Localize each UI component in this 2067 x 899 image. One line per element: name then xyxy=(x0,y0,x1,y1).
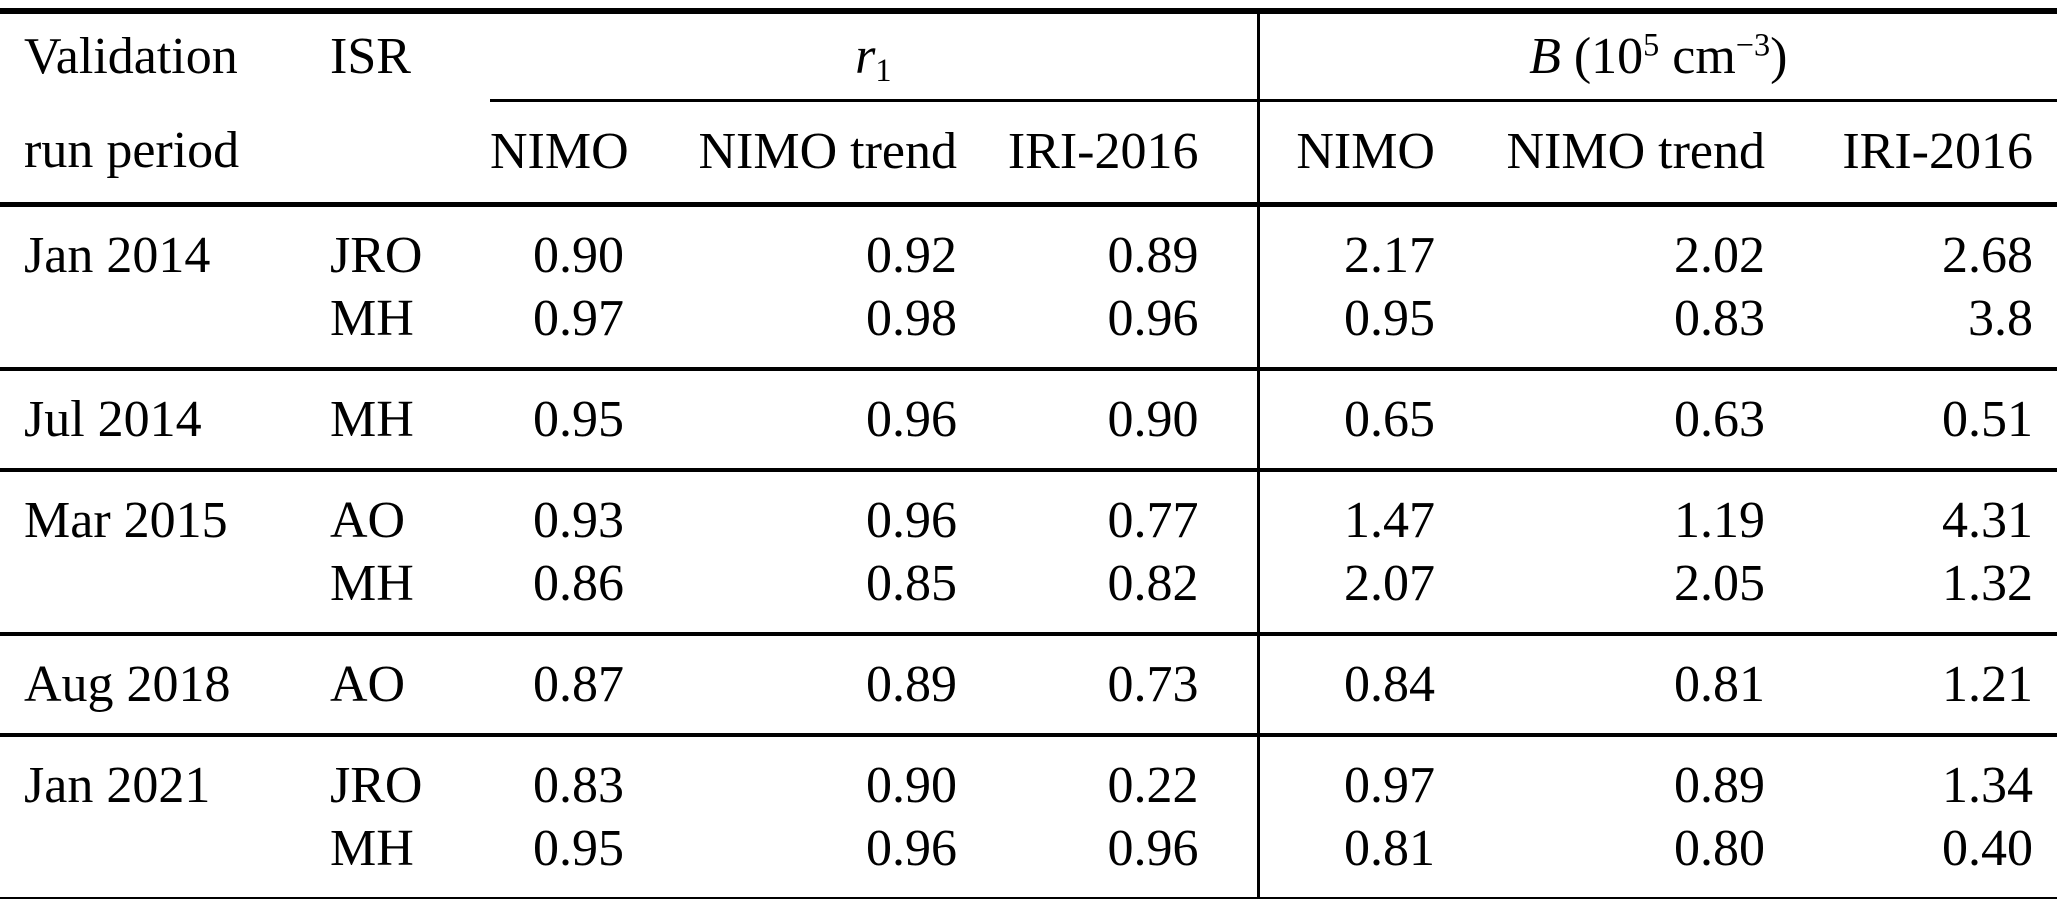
table-row: Aug 2018 AO 0.87 0.89 0.73 0.84 0.81 1.21 xyxy=(0,634,2057,737)
b-nimo-trend-cell: 0.81 xyxy=(1445,634,1775,737)
run-period-cell xyxy=(0,817,330,899)
b-nimo-cell: 1.47 xyxy=(1256,470,1445,552)
b-nimo-trend-cell: 0.89 xyxy=(1674,756,1765,814)
r1-nimo-cell: 0.97 xyxy=(490,287,640,371)
header-r1-nimo-trend: NIMO trend xyxy=(640,100,970,207)
r1-iri2016-cell: 0.73 xyxy=(970,634,1258,737)
header-row-1: Validation ISR r1 B (105 cm−3) xyxy=(0,11,2057,102)
table-row: MH 0.95 0.96 0.96 0.81 0.80 0.40 xyxy=(0,817,2057,899)
b-iri2016-cell: 3.8 xyxy=(1775,287,2057,371)
r1-nimo-trend-cell: 0.96 xyxy=(866,491,957,549)
run-period-cell: Jul 2014 xyxy=(0,369,330,472)
r1-nimo-cell: 0.86 xyxy=(490,552,640,636)
r1-iri2016-cell: 0.90 xyxy=(970,369,1258,472)
table-row: Mar 2015 AO 0.93 0.96 0.77 1.47 1.19 4.31 xyxy=(0,470,2057,552)
b-iri2016-cell: 2.68 xyxy=(1942,226,2033,284)
r1-symbol: r xyxy=(855,27,876,85)
b-nimo-cell: 2.17 xyxy=(1256,204,1445,287)
header-b-nimo-trend: NIMO trend xyxy=(1445,100,1775,207)
r1-nimo-cell: 0.95 xyxy=(490,817,640,899)
isr-cell: JRO xyxy=(330,226,423,284)
isr-cell: AO xyxy=(330,491,406,549)
header-row-2: run period NIMO NIMO trend IRI-2016 NIMO… xyxy=(0,100,2057,207)
r1-nimo-trend-cell: 0.89 xyxy=(640,634,970,737)
b-nimo-cell: 2.07 xyxy=(1256,552,1445,636)
run-period-cell: Aug 2018 xyxy=(0,634,330,737)
header-b-nimo: NIMO xyxy=(1256,100,1445,207)
b-iri2016-cell: 0.51 xyxy=(1775,369,2057,472)
b-unit-cm: cm xyxy=(1659,27,1736,85)
r1-nimo-cell: 0.87 xyxy=(490,634,640,737)
b-unit-exponent-minus3: −3 xyxy=(1735,25,1771,62)
header-b-iri2016: IRI-2016 xyxy=(1775,100,2057,207)
r1-nimo-trend-cell: 0.96 xyxy=(640,369,970,472)
run-period-cell xyxy=(0,552,330,636)
r1-nimo-trend-cell: 0.90 xyxy=(866,756,957,814)
isr-cell: MH xyxy=(330,287,490,371)
r1-iri2016-cell: 0.96 xyxy=(970,287,1258,371)
validation-table: Validation ISR r1 B (105 cm−3) run perio… xyxy=(0,8,2057,899)
header-run-period: run period xyxy=(0,100,330,207)
table-body: Jan 2014 JRO 0.90 0.92 0.89 2.17 2.02 2.68 MH 0.9… xyxy=(0,204,2057,899)
run-period-cell: Mar 2015 xyxy=(24,491,228,549)
r1-nimo-trend-cell: 0.98 xyxy=(640,287,970,371)
b-nimo-trend-cell: 2.05 xyxy=(1445,552,1775,636)
run-period-cell: Jan 2014 xyxy=(24,226,211,284)
header-group-r1: r1 xyxy=(490,11,1258,102)
header-validation: Validation xyxy=(24,28,238,86)
b-iri2016-cell: 4.31 xyxy=(1942,491,2033,549)
r1-nimo-trend-cell: 0.85 xyxy=(640,552,970,636)
table-header: Validation ISR r1 B (105 cm−3) run perio… xyxy=(0,11,2057,207)
r1-nimo-cell: 0.95 xyxy=(490,369,640,472)
b-unit-exponent-5: 5 xyxy=(1643,25,1660,62)
b-unit-close-paren: ) xyxy=(1770,27,1788,85)
b-iri2016-cell: 1.21 xyxy=(1775,634,2057,737)
header-r1-iri2016: IRI-2016 xyxy=(970,100,1258,207)
b-nimo-cell: 0.97 xyxy=(1256,735,1445,817)
b-iri2016-cell: 0.40 xyxy=(1775,817,2057,899)
table-row: Jul 2014 MH 0.95 0.96 0.90 0.65 0.63 0.51 xyxy=(0,369,2057,472)
b-iri2016-cell: 1.32 xyxy=(1775,552,2057,636)
b-nimo-trend-cell: 0.83 xyxy=(1445,287,1775,371)
r1-subscript: 1 xyxy=(875,51,892,88)
b-nimo-trend-cell: 0.63 xyxy=(1445,369,1775,472)
b-unit-open-paren: (10 xyxy=(1560,27,1644,85)
isr-cell: MH xyxy=(330,817,490,899)
b-nimo-cell: 0.95 xyxy=(1256,287,1445,371)
r1-iri2016-cell: 0.77 xyxy=(1107,491,1199,549)
header-isr: ISR xyxy=(330,28,411,86)
r1-nimo-cell: 0.90 xyxy=(533,226,624,284)
table-row: Jan 2021 JRO 0.83 0.90 0.22 0.97 0.89 1.34 xyxy=(0,735,2057,817)
b-nimo-trend-cell: 2.02 xyxy=(1674,226,1765,284)
b-nimo-trend-cell: 1.19 xyxy=(1674,491,1765,549)
r1-iri2016-cell: 0.82 xyxy=(970,552,1258,636)
r1-iri2016-cell: 0.22 xyxy=(1107,756,1199,814)
run-period-cell xyxy=(0,287,330,371)
run-period-cell: Jan 2021 xyxy=(24,756,211,814)
header-r1-nimo: NIMO xyxy=(490,100,640,207)
b-nimo-trend-cell: 0.80 xyxy=(1445,817,1775,899)
b-iri2016-cell: 1.34 xyxy=(1942,756,2033,814)
b-nimo-cell: 0.65 xyxy=(1256,369,1445,472)
r1-nimo-trend-cell: 0.96 xyxy=(640,817,970,899)
b-nimo-cell: 0.81 xyxy=(1256,817,1445,899)
isr-cell: MH xyxy=(330,369,490,472)
header-isr-spacer xyxy=(330,100,490,207)
header-group-b: B (105 cm−3) xyxy=(1256,11,2057,102)
table-row: MH 0.97 0.98 0.96 0.95 0.83 3.8 xyxy=(0,287,2057,371)
table-row: Jan 2014 JRO 0.90 0.92 0.89 2.17 2.02 2.68 xyxy=(0,204,2057,287)
isr-cell: JRO xyxy=(330,756,423,814)
table-row: MH 0.86 0.85 0.82 2.07 2.05 1.32 xyxy=(0,552,2057,636)
r1-iri2016-cell: 0.96 xyxy=(970,817,1258,899)
isr-cell: MH xyxy=(330,552,490,636)
r1-iri2016-cell: 0.89 xyxy=(1107,226,1199,284)
r1-nimo-trend-cell: 0.92 xyxy=(866,226,957,284)
r1-nimo-cell: 0.93 xyxy=(533,491,624,549)
isr-cell: AO xyxy=(330,634,490,737)
b-nimo-cell: 0.84 xyxy=(1256,634,1445,737)
r1-nimo-cell: 0.83 xyxy=(533,756,624,814)
b-symbol: B xyxy=(1529,27,1561,85)
